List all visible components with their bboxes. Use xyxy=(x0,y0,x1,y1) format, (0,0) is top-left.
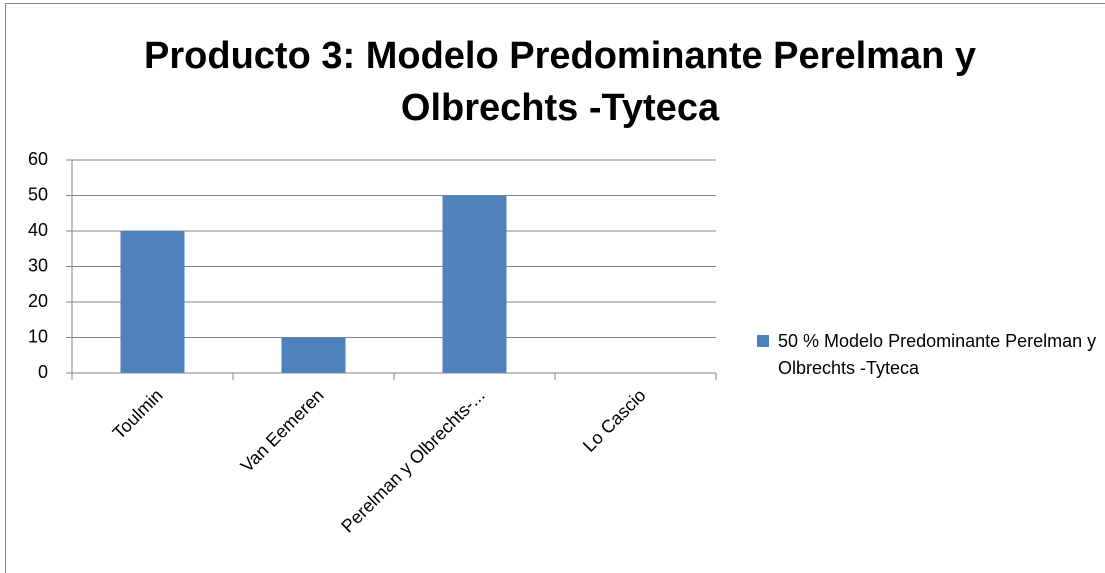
legend-swatch xyxy=(757,335,769,347)
y-tick-label: 20 xyxy=(28,291,48,311)
chart-title: Producto 3: Modelo Predominante Perelman… xyxy=(144,35,976,129)
y-tick-label: 30 xyxy=(28,255,48,275)
y-tick-label: 0 xyxy=(38,362,48,382)
chart-frame xyxy=(5,3,1105,573)
y-tick-label: 60 xyxy=(28,149,48,169)
bar xyxy=(442,195,507,373)
x-tick-label: Lo Cascio xyxy=(579,385,650,456)
bar xyxy=(120,231,185,373)
x-tick-label: Perelman y Olbrechts-... xyxy=(337,385,488,536)
bar xyxy=(281,337,346,373)
x-tick-label: Van Eemeren xyxy=(237,385,328,476)
y-tick-label: 10 xyxy=(28,326,48,346)
x-tick-label: Toulmin xyxy=(109,385,167,443)
y-tick-label: 40 xyxy=(28,220,48,240)
legend: 50 % Modelo Predominante Perelman y Olbr… xyxy=(757,328,1097,382)
legend-label: 50 % Modelo Predominante Perelman y Olbr… xyxy=(778,331,1097,378)
y-tick-label: 50 xyxy=(28,184,48,204)
